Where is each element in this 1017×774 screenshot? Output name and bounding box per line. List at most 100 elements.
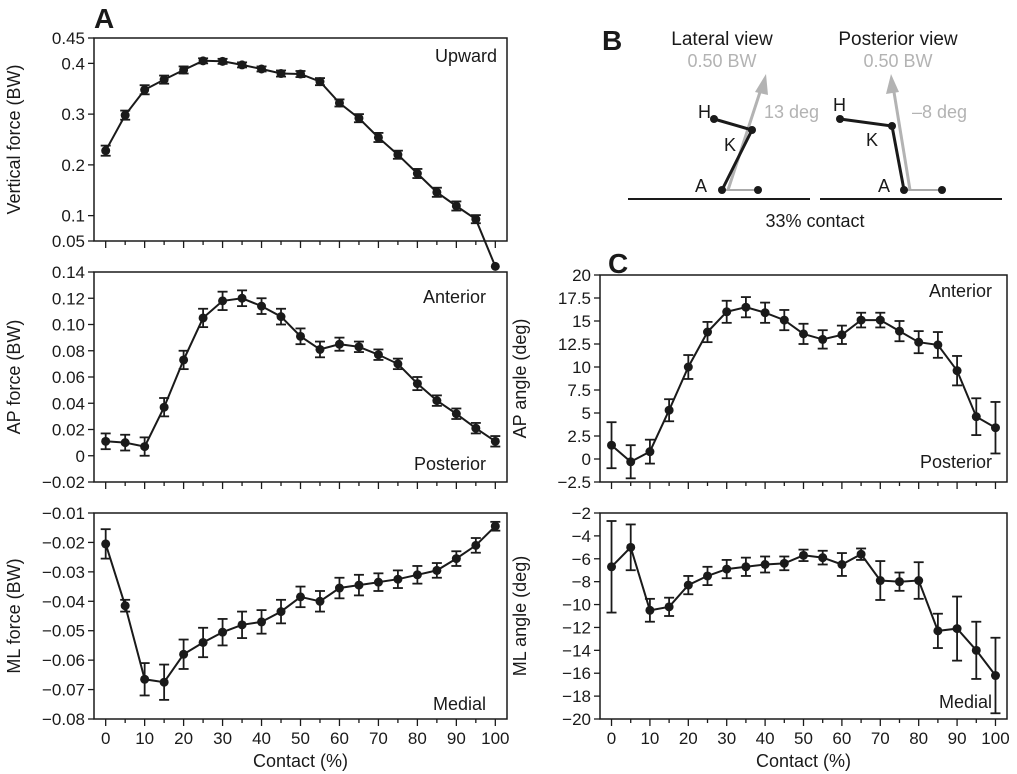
- data-point: [315, 344, 325, 354]
- y-tick-label: −0.06: [42, 651, 85, 670]
- x-tick-label: 80: [408, 729, 427, 748]
- plot-frame: [93, 512, 508, 720]
- data-point: [412, 379, 422, 389]
- data-point: [490, 521, 500, 531]
- direction-label: Anterior: [423, 287, 486, 307]
- y-tick-label: 7.5: [567, 381, 591, 400]
- posterior-toe-point: [938, 186, 946, 194]
- y-tick-label: 0.14: [52, 263, 85, 282]
- data-point: [140, 85, 150, 95]
- x-tick-label: 20: [679, 729, 698, 748]
- y-tick-label: 5: [582, 404, 591, 423]
- data-point: [837, 330, 847, 340]
- y-axis-label: Vertical force (BW): [4, 64, 24, 214]
- posterior-knee-label: K: [866, 130, 878, 150]
- data-point: [683, 580, 693, 590]
- data-point: [490, 436, 500, 446]
- data-point: [471, 423, 481, 433]
- data-point: [856, 549, 866, 559]
- lateral-force-label: 0.50 BW: [687, 51, 756, 71]
- data-point: [933, 340, 943, 350]
- series-line: [104, 59, 497, 267]
- data-point: [257, 301, 267, 311]
- data-point: [373, 577, 383, 587]
- ml-force-chart: −0.08 −0.07 −0.06 −0.05 −0.04 −0.03 −0.02 −0.01…: [4, 504, 509, 771]
- data-point: [101, 539, 111, 549]
- x-tick-label: 0: [101, 729, 110, 748]
- posterior-hip-label: H: [833, 95, 846, 115]
- ml-angle-chart: −20−18−16−14−12−10−8−6−4−20 10 20 30 40 50 60 7…: [510, 504, 1010, 771]
- data-point: [894, 326, 904, 336]
- data-point: [875, 576, 885, 586]
- data-point: [237, 60, 247, 70]
- lateral-hip-joint: [710, 115, 718, 123]
- x-tick-label: 50: [794, 729, 813, 748]
- y-tick-label: −2: [572, 504, 591, 523]
- data-point: [373, 132, 383, 142]
- data-point: [101, 436, 111, 446]
- y-tick-label: 0: [582, 450, 591, 469]
- data-point: [334, 339, 344, 349]
- x-tick-label: 30: [213, 729, 232, 748]
- y-tick-label: −0.03: [42, 563, 85, 582]
- x-tick-label: 70: [871, 729, 890, 748]
- data-point: [760, 308, 770, 318]
- y-tick-label: 0.2: [61, 156, 85, 175]
- data-point: [990, 671, 1000, 681]
- y-tick-label: 12.5: [558, 335, 591, 354]
- data-point: [490, 261, 500, 271]
- data-point: [664, 405, 674, 415]
- y-tick-label: −18: [562, 687, 591, 706]
- y-tick-label: −10: [562, 596, 591, 615]
- data-point: [237, 293, 247, 303]
- data-point: [799, 550, 808, 560]
- y-tick-label: 0.1: [61, 207, 85, 226]
- y-tick-label: 0.05: [52, 232, 85, 251]
- y-tick-label: −0.08: [42, 710, 85, 729]
- data-point: [818, 553, 828, 563]
- y-tick-label: −0.02: [42, 473, 85, 492]
- data-point: [722, 564, 732, 574]
- data-point: [432, 565, 442, 575]
- vertical-force-chart: 0.05 0.1 0.2 0.3 0.4 0.45 Vertical force (BW) U…: [4, 29, 508, 271]
- data-point: [393, 150, 403, 160]
- data-point: [276, 312, 286, 322]
- x-tick-label: 50: [291, 729, 310, 748]
- data-point: [894, 577, 904, 587]
- data-point: [373, 350, 383, 360]
- data-point: [914, 337, 924, 347]
- data-point: [432, 187, 442, 197]
- x-tick-label: 40: [252, 729, 271, 748]
- data-point: [703, 571, 713, 581]
- data-point: [741, 562, 751, 572]
- series-line: [105, 297, 496, 448]
- data-point: [198, 637, 208, 647]
- data-point: [159, 402, 169, 412]
- posterior-knee-joint: [888, 122, 896, 130]
- data-point: [257, 617, 267, 627]
- data-point: [451, 409, 461, 419]
- lateral-view-title: Lateral view: [671, 29, 773, 50]
- data-point: [276, 607, 286, 617]
- data-point: [432, 396, 442, 406]
- data-point: [140, 674, 150, 684]
- y-tick-label: 0: [76, 447, 85, 466]
- posterior-view-title: Posterior view: [838, 29, 958, 50]
- y-tick-label: −2.5: [557, 473, 591, 492]
- data-point: [471, 540, 481, 550]
- data-point: [218, 627, 228, 637]
- data-point: [237, 620, 247, 630]
- ap-force-chart: −0.02 0 0.02 0.04 0.06 0.08 0.10 0.12 0.14 AP for…: [4, 263, 508, 492]
- data-point: [607, 440, 617, 450]
- data-point: [741, 302, 751, 312]
- y-tick-label: −6: [572, 550, 591, 569]
- lateral-knee-label: K: [724, 135, 736, 155]
- data-point: [354, 342, 364, 352]
- posterior-force-label: 0.50 BW: [863, 51, 932, 71]
- data-point: [296, 592, 305, 602]
- data-point: [198, 313, 208, 323]
- y-tick-label: 17.5: [558, 289, 591, 308]
- lateral-angle-label: 13 deg: [764, 102, 819, 122]
- contact-caption: 33% contact: [765, 211, 864, 231]
